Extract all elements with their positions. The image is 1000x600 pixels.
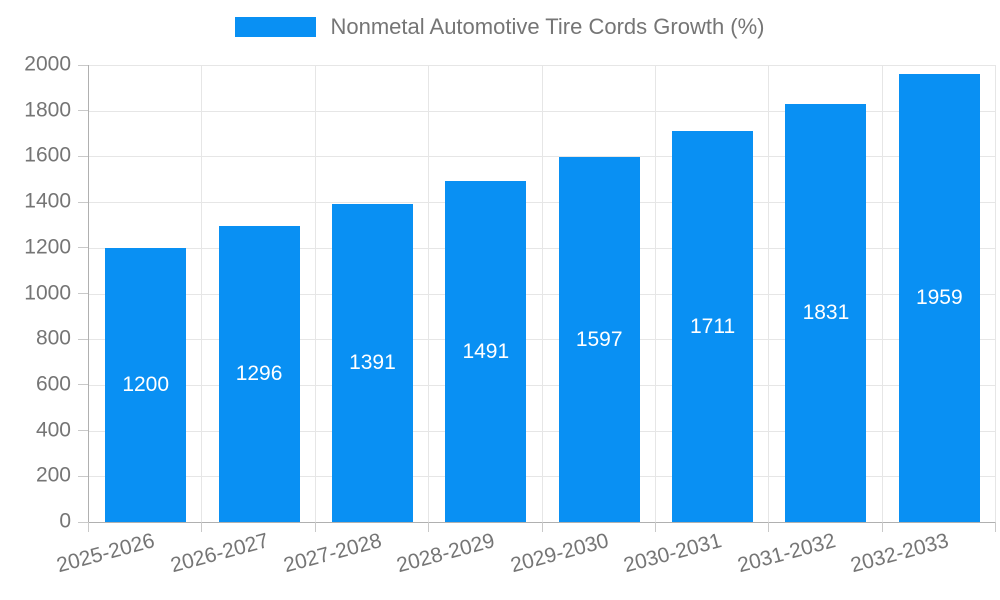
gridline-horizontal — [89, 156, 996, 158]
y-axis-tick — [78, 155, 88, 157]
x-axis-tick — [201, 522, 203, 532]
y-axis-label: 1800 — [24, 98, 71, 122]
gridline-horizontal — [89, 247, 996, 249]
x-axis-tick — [995, 522, 996, 532]
gridline-vertical — [201, 65, 203, 522]
y-axis-label: 1400 — [24, 189, 71, 213]
x-axis-tick — [314, 522, 316, 532]
y-axis-tick — [78, 475, 88, 477]
y-axis-label: 1000 — [24, 281, 71, 305]
bar[interactable]: 1200 — [105, 247, 187, 522]
gridline-horizontal — [89, 476, 996, 478]
y-axis-label: 800 — [35, 326, 71, 350]
chart-legend[interactable]: Nonmetal Automotive Tire Cords Growth (%… — [0, 14, 1000, 40]
bar[interactable]: 1391 — [331, 204, 413, 522]
gridline-horizontal — [89, 430, 996, 432]
x-axis-tick — [428, 522, 430, 532]
bar[interactable]: 1491 — [445, 181, 527, 522]
bar[interactable]: 1597 — [558, 157, 640, 522]
y-axis-label: 400 — [35, 418, 71, 442]
x-axis-label: 2032-2033 — [848, 529, 952, 578]
plot-area: 0 200 400 600 800 1000 1200 1400 1600 1800 2000 120… — [24, 54, 996, 577]
x-axis-label: 2026-2027 — [167, 529, 271, 578]
gridline-horizontal — [89, 384, 996, 386]
gridline-horizontal — [89, 293, 996, 295]
x-axis-label: 2029-2030 — [507, 529, 611, 578]
legend-swatch — [235, 17, 317, 37]
x-axis-label: 2025-2026 — [54, 529, 158, 578]
gridline-horizontal — [89, 110, 996, 112]
y-axis-tick — [78, 247, 88, 249]
x-axis-tick — [88, 522, 89, 532]
bar-value-label: 1200 — [122, 372, 170, 396]
x-axis-tick — [654, 522, 656, 532]
gridline-horizontal — [89, 65, 996, 66]
x-axis-label: 2028-2029 — [394, 529, 498, 578]
x-axis-label: 2031-2032 — [734, 529, 838, 578]
bar-value-label: 1391 — [349, 351, 396, 375]
bar[interactable]: 1296 — [218, 225, 300, 522]
x-axis-tick — [768, 522, 770, 532]
gridline-vertical — [995, 65, 996, 522]
x-axis-label: 2027-2028 — [281, 529, 385, 578]
y-axis-label: 200 — [35, 463, 71, 487]
bar-value-label: 1959 — [915, 286, 963, 310]
gridline-vertical — [768, 65, 770, 522]
y-axis-label: 0 — [59, 509, 71, 533]
gridline-vertical — [654, 65, 656, 522]
y-axis-tick — [78, 201, 88, 203]
y-axis-tick — [78, 338, 88, 340]
bar-value-label: 1491 — [462, 339, 510, 363]
x-axis-tick — [881, 522, 883, 532]
bar-value-label: 1831 — [802, 300, 850, 324]
y-axis-label: 1600 — [24, 144, 71, 168]
gridline-horizontal — [89, 202, 996, 204]
y-axis-tick — [78, 293, 88, 294]
bar-value-label: 1597 — [575, 327, 623, 351]
bar[interactable]: 1959 — [898, 74, 980, 522]
legend-label: Nonmetal Automotive Tire Cords Growth (%… — [330, 14, 765, 39]
x-axis-tick — [541, 522, 543, 532]
bar-value-label: 1711 — [689, 314, 736, 338]
gridline-vertical — [428, 65, 430, 522]
y-axis-tick — [78, 110, 88, 112]
gridline-vertical — [541, 65, 543, 522]
y-axis-tick — [78, 430, 88, 432]
y-axis-tick — [78, 521, 88, 523]
y-axis-label: 2000 — [24, 52, 71, 76]
gridline-vertical — [881, 65, 883, 522]
x-axis-label: 2030-2031 — [621, 529, 725, 578]
y-axis-label: 1200 — [24, 235, 71, 259]
gridline-horizontal — [89, 339, 996, 341]
y-axis-tick — [78, 384, 88, 386]
bar[interactable]: 1831 — [785, 103, 867, 522]
bar[interactable]: 1711 — [672, 131, 754, 522]
y-axis-tick — [78, 64, 88, 66]
gridline-vertical — [314, 65, 316, 522]
bar-value-label: 1296 — [235, 361, 283, 385]
y-axis-label: 600 — [35, 372, 71, 396]
